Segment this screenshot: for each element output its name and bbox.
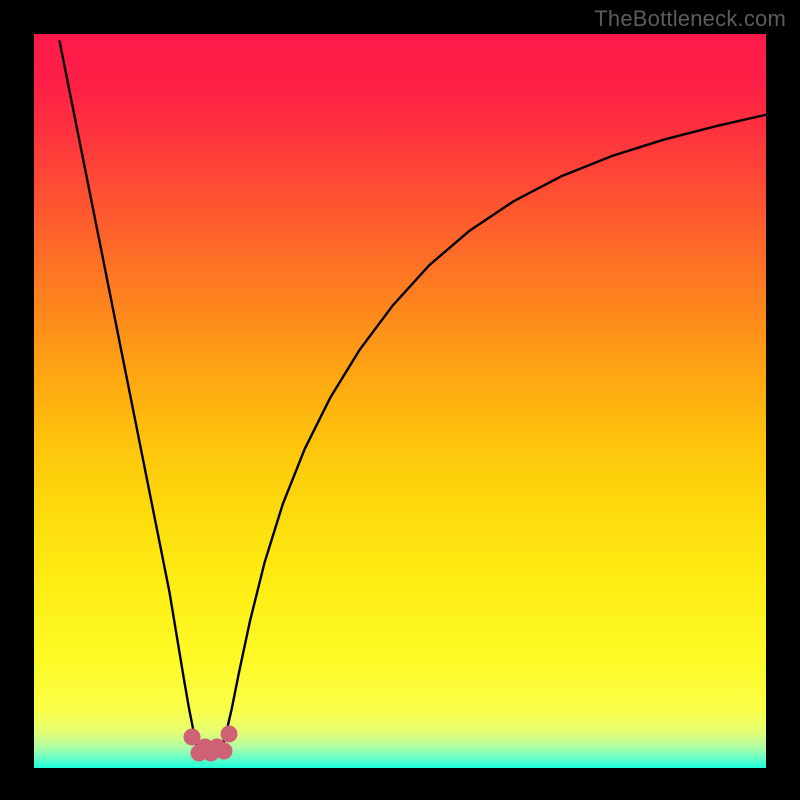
chart-marker-dots bbox=[34, 34, 766, 768]
marker-dot bbox=[221, 726, 238, 743]
marker-dot bbox=[215, 743, 232, 760]
watermark-text: TheBottleneck.com bbox=[594, 6, 786, 32]
chart-plot-area bbox=[34, 34, 766, 768]
